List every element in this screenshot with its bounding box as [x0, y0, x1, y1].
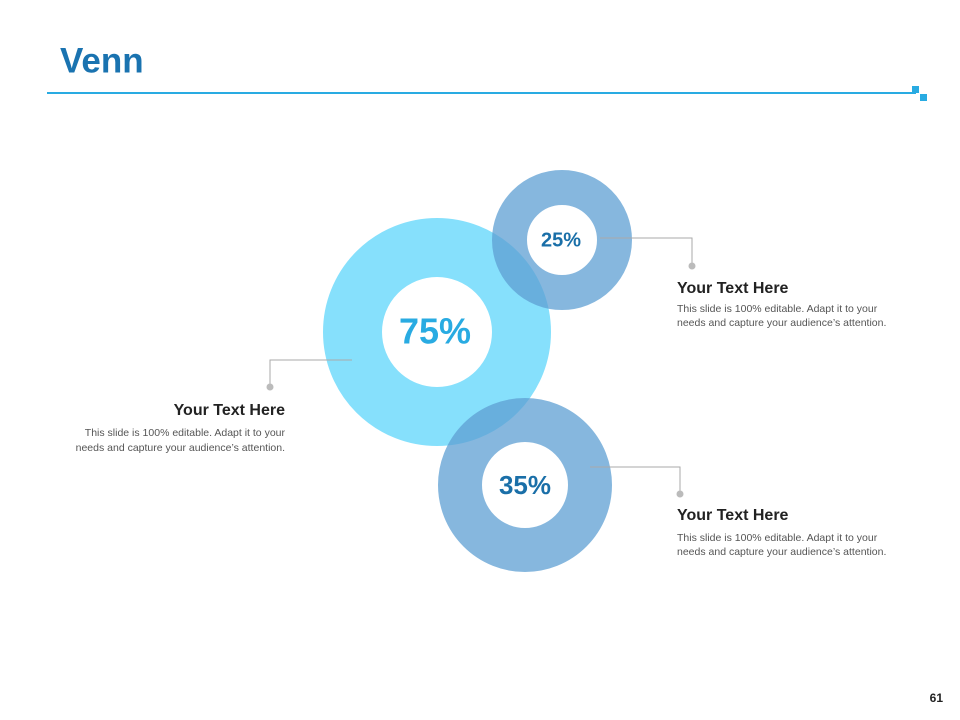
callout-heading: Your Text Here — [677, 507, 789, 524]
decor-square — [920, 94, 927, 101]
ring-bottom — [438, 398, 612, 572]
callout-body: This slide is 100% editable. Adapt it to… — [85, 427, 286, 439]
decor-square — [912, 86, 919, 93]
page-number: 61 — [930, 691, 944, 705]
circle-label: 25% — [541, 229, 581, 251]
callout-heading: Your Text Here — [174, 402, 286, 419]
callout-heading: Your Text Here — [677, 280, 789, 297]
connector — [269, 359, 352, 385]
connector-dot — [266, 383, 274, 391]
callout-body: This slide is 100% editable. Adapt it to… — [677, 303, 878, 315]
connector — [590, 466, 681, 492]
circle-label: 75% — [399, 311, 471, 352]
callout-body: needs and capture your audience’s attent… — [76, 442, 285, 454]
connector-dot — [688, 262, 696, 270]
callout-body: This slide is 100% editable. Adapt it to… — [677, 532, 878, 544]
circle-label: 35% — [499, 470, 551, 500]
title: Venn — [60, 41, 144, 80]
connector-dot — [676, 490, 684, 498]
ring-top — [492, 170, 632, 310]
connector — [600, 237, 693, 264]
callout-body: needs and capture your audience’s attent… — [677, 546, 886, 558]
callout-body: needs and capture your audience’s attent… — [677, 317, 886, 329]
ring-large — [323, 218, 551, 446]
